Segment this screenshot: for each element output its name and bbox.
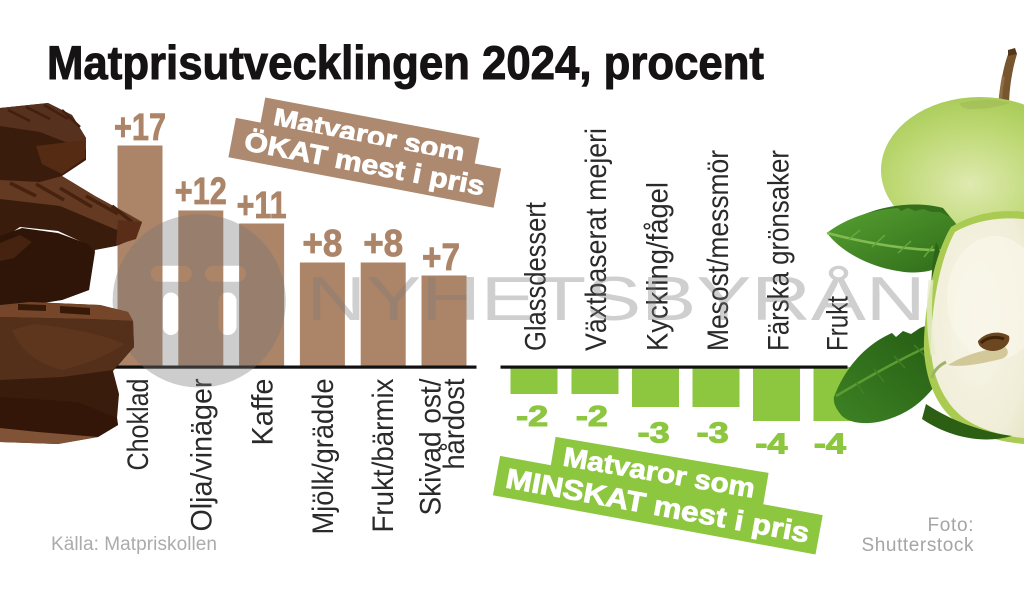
svg-text:hårdost: hårdost <box>438 378 471 470</box>
svg-text:-4: -4 <box>755 429 787 461</box>
svg-text:NYHETSBYRÅN: NYHETSBYRÅN <box>307 265 926 334</box>
svg-text:Olja/vinäger: Olja/vinäger <box>186 378 219 531</box>
svg-text:-3: -3 <box>638 418 670 450</box>
svg-text:+7: +7 <box>422 237 460 279</box>
svg-text:Frukt/bärmix: Frukt/bärmix <box>367 379 400 533</box>
svg-text:Foto:: Foto: <box>928 515 974 536</box>
svg-text:Källa: Matpriskollen: Källa: Matpriskollen <box>51 534 217 555</box>
svg-text:Färska grönsaker: Färska grönsaker <box>762 150 795 351</box>
svg-text:Mesost/messmör: Mesost/messmör <box>702 150 735 351</box>
svg-text:+12: +12 <box>175 171 227 213</box>
svg-text:+17: +17 <box>114 107 166 149</box>
svg-text:+8: +8 <box>363 223 403 265</box>
svg-text:Shutterstock: Shutterstock <box>862 535 975 556</box>
svg-text:Växtbaserat mejeri: Växtbaserat mejeri <box>580 128 613 351</box>
svg-text:Frukt: Frukt <box>822 295 855 351</box>
svg-text:Glassdessert: Glassdessert <box>520 201 553 351</box>
svg-text:+11: +11 <box>237 185 287 227</box>
svg-text:Matprisutvecklingen 2024, proc: Matprisutvecklingen 2024, procent <box>47 36 764 89</box>
svg-text:Kaffe: Kaffe <box>247 379 280 446</box>
svg-text:-3: -3 <box>697 418 729 450</box>
svg-text:Skivad ost/: Skivad ost/ <box>414 378 447 516</box>
svg-text:-4: -4 <box>814 429 846 461</box>
svg-text:Mjölk/grädde: Mjölk/grädde <box>307 379 340 535</box>
svg-text:Kyckling/fågel: Kyckling/fågel <box>642 182 675 351</box>
svg-text:+8: +8 <box>302 223 342 265</box>
svg-text:-2: -2 <box>516 401 548 433</box>
svg-text:Choklad: Choklad <box>122 379 155 471</box>
svg-text:-2: -2 <box>576 401 608 433</box>
